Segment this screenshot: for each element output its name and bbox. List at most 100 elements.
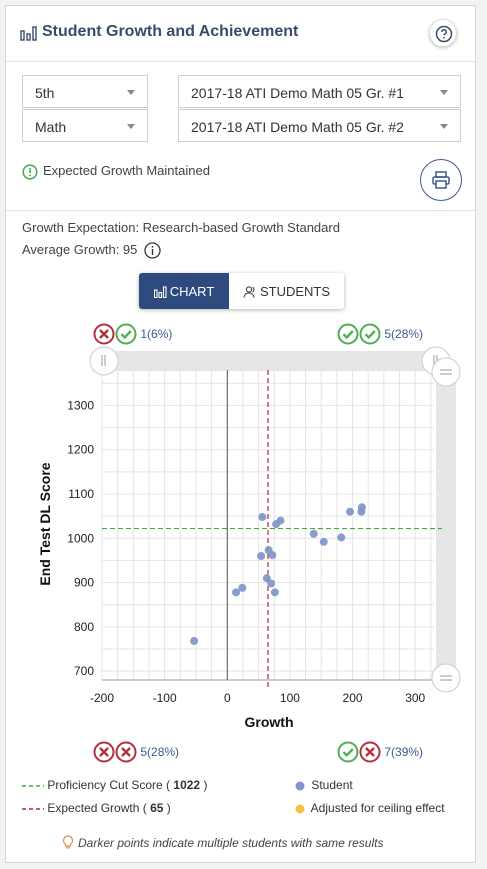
chevron-down-icon xyxy=(127,90,135,95)
average-growth: Average Growth: 95 xyxy=(22,242,161,259)
x-tick-label: 300 xyxy=(405,691,425,705)
x-tick-label: 200 xyxy=(343,691,363,705)
footnote-text: Darker points indicate multiple students… xyxy=(78,836,384,850)
quadrant-bottom-right-count: 7(39%) xyxy=(384,745,424,759)
view-toggle: CHART STUDENTS xyxy=(139,273,344,309)
quadrant-bottom-right: 7(39%) xyxy=(337,741,423,763)
panel-title: Student Growth and Achievement xyxy=(42,23,299,40)
legend-adjusted-label: Adjusted for ceiling effect xyxy=(310,801,445,815)
alert-circle-icon xyxy=(22,163,38,180)
quadrant-top-left: 1(6%) xyxy=(93,323,172,345)
quadrant-bottom-left: 5(28%) xyxy=(93,741,179,763)
student-point xyxy=(346,507,355,516)
student-point xyxy=(238,583,247,592)
data-points xyxy=(190,503,366,646)
dot-icon xyxy=(295,781,305,791)
help-button[interactable] xyxy=(429,19,457,47)
y-tick-label: 1200 xyxy=(67,443,94,457)
student-point xyxy=(268,551,277,560)
info-icon[interactable] xyxy=(144,242,161,259)
tab-students[interactable]: STUDENTS xyxy=(229,273,344,309)
footnote: Darker points indicate multiple students… xyxy=(62,835,383,850)
subject-select[interactable]: Math xyxy=(22,109,148,142)
legend-proficiency-value: 1022 xyxy=(173,778,201,792)
student-point xyxy=(357,503,366,512)
x-tick-label: -100 xyxy=(153,691,177,705)
y-zoom-handle-top[interactable] xyxy=(431,357,461,387)
legend-proficiency-close: ) xyxy=(203,778,208,792)
growth-status-text: Expected Growth Maintained xyxy=(43,163,210,178)
panel-header: Student Growth and Achievement xyxy=(6,6,475,62)
x-zoom-rail[interactable] xyxy=(102,351,436,371)
check-circle-icon xyxy=(337,741,359,763)
dashed-line-icon xyxy=(22,785,44,787)
bar-chart-icon xyxy=(20,26,37,41)
dot-icon xyxy=(295,804,305,814)
y-zoom-handle-bottom[interactable] xyxy=(431,663,461,693)
growth-scatter-chart: -200 -100 0 100 200 300 700 800 900 1000 1100 1200 1… xyxy=(37,346,461,730)
y-axis-label: End Test DL Score xyxy=(37,462,53,585)
legend-expected-value: 65 xyxy=(150,801,164,815)
y-tick-label: 1300 xyxy=(67,398,94,412)
chevron-down-icon xyxy=(440,124,448,129)
student-point xyxy=(276,516,285,525)
student-point xyxy=(270,588,279,597)
grade-select-value: 5th xyxy=(35,85,55,101)
assessment-2-value: 2017-18 ATI Demo Math 05 Gr. #2 xyxy=(191,119,404,135)
tab-students-label: STUDENTS xyxy=(259,284,331,299)
cross-circle-icon xyxy=(115,741,137,763)
quadrant-bottom-left-count: 5(28%) xyxy=(140,745,180,759)
chevron-down-icon xyxy=(127,124,135,129)
y-tick-label: 800 xyxy=(74,620,94,634)
check-circle-icon xyxy=(359,323,381,345)
student-point xyxy=(262,574,271,583)
axis-ticks: -200 -100 0 100 200 300 700 800 900 1000 1100 1200 1… xyxy=(67,398,425,705)
assessment-1-value: 2017-18 ATI Demo Math 05 Gr. #1 xyxy=(191,85,404,101)
growth-status: Expected Growth Maintained xyxy=(22,163,210,180)
legend-expected: Expected Growth ( 65 ) xyxy=(22,801,171,815)
x-tick-label: 100 xyxy=(280,691,300,705)
quadrant-top-right-count: 5(28%) xyxy=(384,327,424,341)
student-point xyxy=(257,552,266,560)
reference-lines xyxy=(102,370,442,688)
quadrant-top-right: 5(28%) xyxy=(337,323,423,345)
tab-chart[interactable]: CHART xyxy=(139,273,229,309)
assessment-2-select[interactable]: 2017-18 ATI Demo Math 05 Gr. #2 xyxy=(178,109,461,142)
x-zoom-handle-left[interactable] xyxy=(89,346,119,376)
legend-expected-close: ) xyxy=(166,801,171,815)
legend-proficiency: Proficiency Cut Score ( 1022 ) xyxy=(22,778,207,792)
printer-icon xyxy=(432,171,450,189)
grade-select[interactable]: 5th xyxy=(22,75,148,108)
student-point xyxy=(319,537,328,546)
x-tick-label: 0 xyxy=(224,691,231,705)
quadrant-top-left-count: 1(6%) xyxy=(140,327,173,341)
dashed-line-icon xyxy=(22,808,44,810)
y-tick-label: 1000 xyxy=(67,531,94,545)
check-circle-icon xyxy=(337,323,359,345)
growth-expectation: Growth Expectation: Research-based Growt… xyxy=(22,220,340,235)
lightbulb-icon xyxy=(62,835,74,849)
check-circle-icon xyxy=(115,323,137,345)
y-zoom-rail[interactable] xyxy=(436,368,456,678)
x-tick-label: -200 xyxy=(90,691,114,705)
student-point xyxy=(309,529,318,538)
bar-chart-icon xyxy=(153,286,167,299)
print-button[interactable] xyxy=(420,159,462,201)
cross-circle-icon xyxy=(93,741,115,763)
y-tick-label: 900 xyxy=(74,576,94,590)
cross-circle-icon xyxy=(359,741,381,763)
legend-expected-label: Expected Growth ( xyxy=(47,801,147,815)
student-growth-panel: Student Growth and Achievement 5th 2017-… xyxy=(5,5,476,863)
legend-proficiency-label: Proficiency Cut Score ( xyxy=(47,778,171,792)
help-icon xyxy=(435,25,453,43)
users-icon xyxy=(243,286,255,298)
legend-adjusted: Adjusted for ceiling effect xyxy=(295,801,445,815)
student-point xyxy=(190,637,199,646)
assessment-1-select[interactable]: 2017-18 ATI Demo Math 05 Gr. #1 xyxy=(178,75,461,108)
y-tick-label: 1100 xyxy=(68,487,94,501)
average-growth-text: Average Growth: 95 xyxy=(22,242,138,257)
legend-student-label: Student xyxy=(311,778,353,792)
subject-select-value: Math xyxy=(35,119,67,135)
y-tick-label: 700 xyxy=(74,664,94,678)
chevron-down-icon xyxy=(440,90,448,95)
